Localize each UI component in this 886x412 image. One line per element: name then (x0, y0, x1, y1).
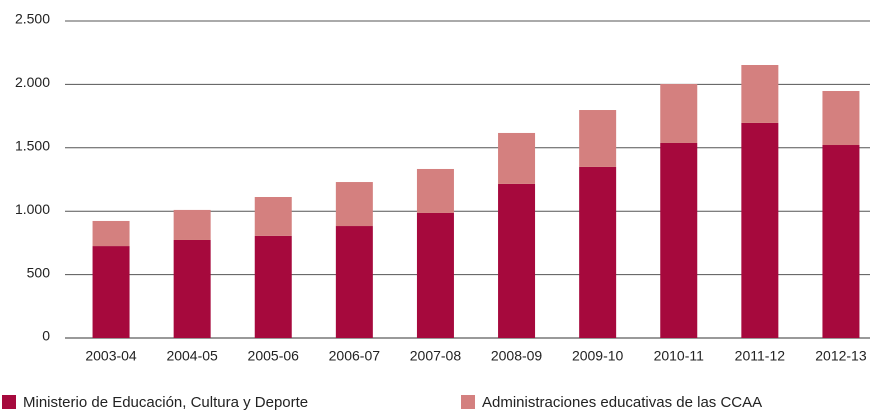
bar-segment (173, 239, 211, 338)
y-tick-label: 2.500 (15, 11, 50, 27)
legend-swatch (461, 395, 475, 409)
y-tick-label: 2.000 (15, 74, 50, 90)
bar-segment (822, 90, 860, 146)
x-tick-label: 2004-05 (166, 348, 218, 364)
x-tick-label: 2003-04 (85, 348, 137, 364)
legend-swatch (2, 395, 16, 409)
y-tick-label: 0 (42, 328, 50, 344)
x-tick-label: 2005-06 (248, 348, 300, 364)
bar-segment (822, 145, 860, 338)
bar-segment (579, 110, 617, 167)
bar-segment (335, 182, 373, 227)
bar-segment (173, 209, 211, 240)
bar-segment (335, 226, 373, 338)
x-tick-label: 2006-07 (329, 348, 381, 364)
bar-segment (254, 235, 292, 338)
x-tick-label: 2010-11 (654, 348, 705, 364)
bar-segment (741, 64, 779, 123)
bar-segment (92, 220, 130, 247)
bar-segment (498, 132, 536, 184)
bar-segment (254, 196, 292, 236)
legend-label: Administraciones educativas de las CCAA (482, 394, 762, 411)
bar-segment (741, 122, 779, 338)
y-tick-label: 500 (27, 264, 51, 280)
x-tick-label: 2012-13 (815, 348, 867, 364)
bar-segment (498, 183, 536, 338)
bar-segment (416, 212, 454, 338)
bar-segment (92, 246, 130, 338)
bar-segment (660, 84, 698, 143)
bar-segment (416, 168, 454, 213)
legend-label: Ministerio de Educación, Cultura y Depor… (23, 394, 308, 411)
bar-segment (660, 142, 698, 338)
bar-segment (579, 166, 617, 338)
x-tick-label: 2008-09 (491, 348, 543, 364)
y-tick-label: 1.500 (15, 138, 50, 154)
x-tick-label: 2007-08 (410, 348, 462, 364)
x-tick-label: 2009-10 (572, 348, 624, 364)
y-tick-label: 1.000 (15, 201, 50, 217)
x-tick-label: 2011-12 (735, 348, 786, 364)
